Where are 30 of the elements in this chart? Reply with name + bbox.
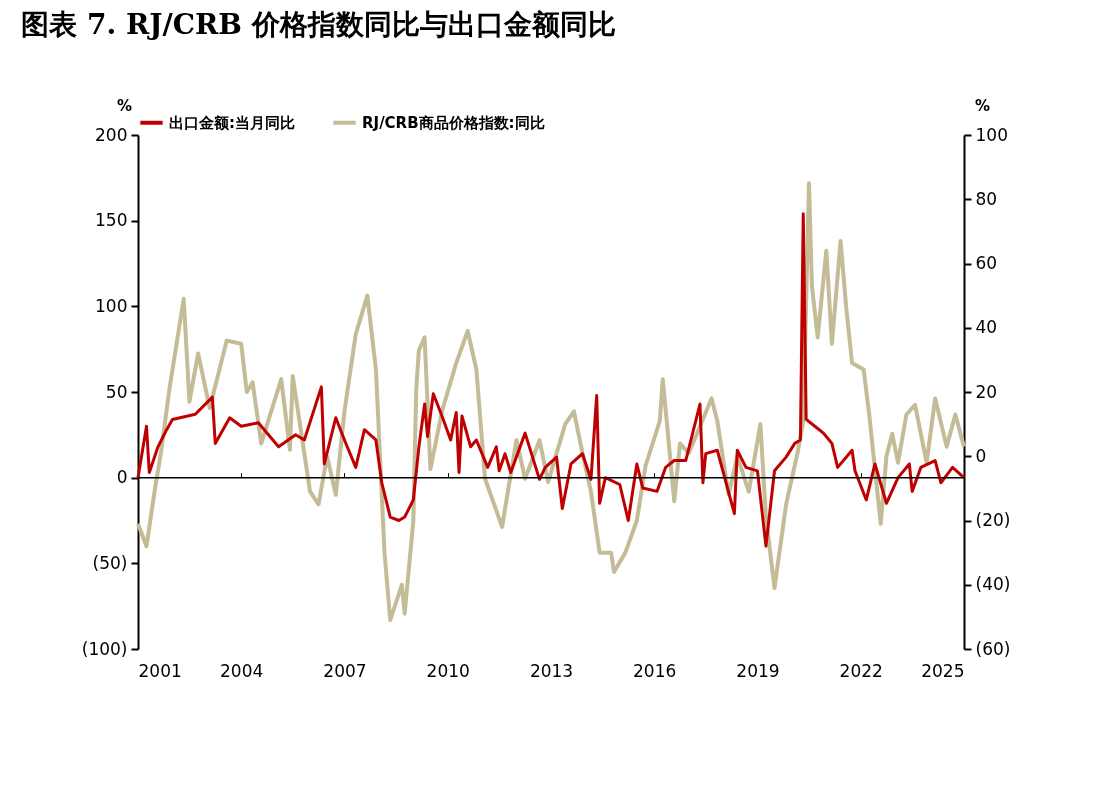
y2-tick-label: 20 bbox=[975, 381, 998, 402]
y-tick-label: 150 bbox=[95, 210, 128, 231]
y2-tick-label: 80 bbox=[975, 188, 998, 209]
y2-tick-label: 60 bbox=[975, 253, 998, 273]
y-tick-label: 0 bbox=[116, 467, 128, 488]
chart-title: 图表 7. RJ/CRB 价格指数同比与出口金额同比 bbox=[21, 8, 616, 41]
y2-axis-title: % bbox=[974, 96, 991, 115]
y-tick-label: (100) bbox=[81, 638, 128, 659]
x-tick-label: 2010 bbox=[426, 660, 470, 681]
y2-tick-label: 100 bbox=[975, 124, 1008, 145]
x-tick-label: 2007 bbox=[323, 660, 367, 681]
y-axis-title: % bbox=[116, 96, 133, 115]
y2-tick-label: (20) bbox=[975, 510, 1011, 530]
y-tick-label: 200 bbox=[95, 124, 128, 145]
legend-label: 出口金额:当月同比 bbox=[169, 113, 295, 132]
y2-tick-label: (60) bbox=[975, 638, 1011, 659]
x-tick-label: 2025 bbox=[921, 660, 965, 681]
x-tick-label: 2013 bbox=[529, 660, 574, 681]
x-tick-label: 2001 bbox=[138, 660, 182, 681]
x-tick-label: 2016 bbox=[633, 660, 677, 681]
y-tick-label: 100 bbox=[95, 295, 128, 316]
y2-tick-label: 40 bbox=[975, 317, 998, 338]
legend-label: RJ/CRB商品价格指数:同比 bbox=[362, 113, 545, 132]
x-tick-label: 2019 bbox=[736, 660, 780, 681]
x-tick-label: 2022 bbox=[839, 660, 883, 681]
y2-tick-label: (40) bbox=[975, 574, 1011, 595]
y-tick-label: (50) bbox=[92, 552, 128, 573]
x-tick-label: 2004 bbox=[220, 660, 264, 681]
y-tick-label: 50 bbox=[105, 381, 128, 402]
y2-tick-label: 0 bbox=[975, 445, 987, 466]
